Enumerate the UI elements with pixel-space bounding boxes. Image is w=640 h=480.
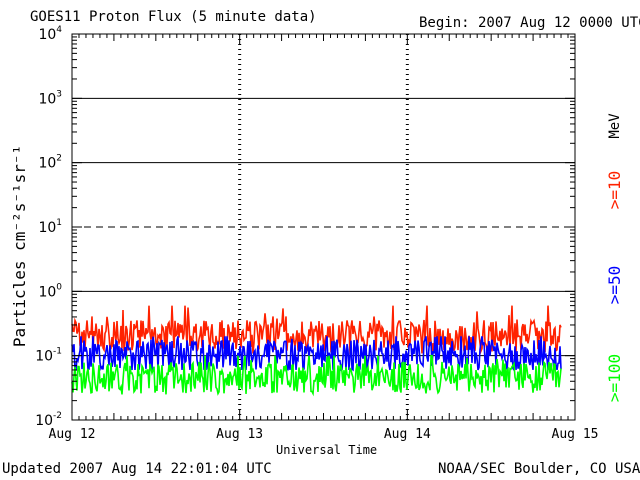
y-tick-label: 104 <box>38 25 62 43</box>
y-tick-label: 101 <box>38 218 62 236</box>
x-tick-label: Aug 14 <box>384 427 431 442</box>
y-tick-label: 10-1 <box>35 347 62 365</box>
x-axis-label: Universal Time <box>276 443 378 457</box>
x-tick-label: Aug 12 <box>49 427 96 442</box>
y-axis-label: Particles cm⁻²s⁻¹sr⁻¹ <box>10 144 29 348</box>
y-tick-label: 100 <box>38 282 62 300</box>
tick-layer: 10-2 10-1 100 101 102 103 104 Aug 12 Aug 13 Aug 1… <box>35 25 598 442</box>
y-tick-label: 102 <box>38 154 62 172</box>
series-layer <box>71 305 562 397</box>
y-tick-label: 10-2 <box>35 411 62 429</box>
series-line-1 <box>71 336 562 373</box>
legend-ge50: >=50 <box>605 265 624 305</box>
x-tick-label: Aug 15 <box>552 427 599 442</box>
x-tick-label: Aug 13 <box>216 427 263 442</box>
series-line-2 <box>71 354 562 397</box>
updated-timestamp: Updated 2007 Aug 14 22:01:04 UTC <box>2 461 272 477</box>
begin-time: Begin: 2007 Aug 12 0000 UTC <box>419 15 640 31</box>
credit-text: NOAA/SEC Boulder, CO USA <box>438 461 640 477</box>
legend-ge10: >=10 <box>605 170 624 210</box>
chart-title: GOES11 Proton Flux (5 minute data) <box>30 9 317 25</box>
grid-layer <box>72 34 575 420</box>
legend-units: MeV <box>607 113 623 139</box>
legend-ge100: >=100 <box>605 353 624 403</box>
y-tick-label: 103 <box>38 89 62 107</box>
